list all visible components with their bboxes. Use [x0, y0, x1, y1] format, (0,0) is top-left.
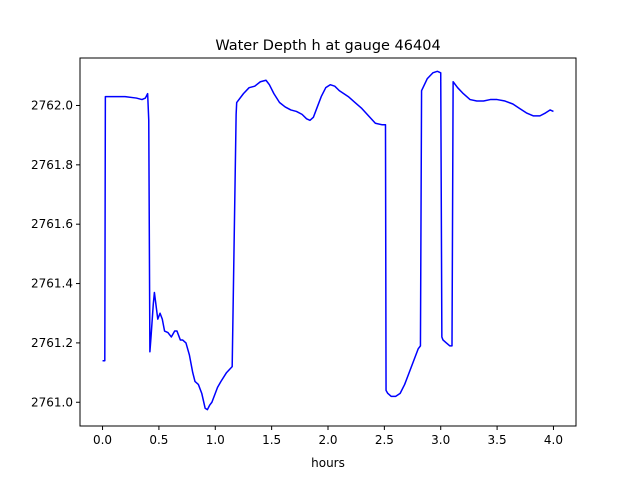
x-tick-label: 3.0 [431, 433, 450, 447]
x-tick-label: 0.5 [149, 433, 168, 447]
x-tick-label: 1.0 [206, 433, 225, 447]
y-tick-label: 2761.0 [31, 395, 73, 409]
x-tick-label: 1.5 [262, 433, 281, 447]
y-tick-label: 2761.6 [31, 217, 73, 231]
y-tick-label: 2761.8 [31, 158, 73, 172]
y-axis: 2761.0 2761.2 2761.4 2761.6 2761.8 2762.0 [31, 98, 80, 409]
x-axis: 0.0 0.5 1.0 1.5 2.0 2.5 3.0 3.5 4.0 [93, 426, 563, 447]
x-axis-label: hours [311, 456, 345, 470]
x-tick-label: 2.0 [318, 433, 337, 447]
x-tick-label: 2.5 [375, 433, 394, 447]
series-line-0 [102, 70, 554, 411]
y-tick-label: 2761.2 [31, 336, 73, 350]
x-tick-label: 4.0 [544, 433, 563, 447]
y-tick-label: 2761.4 [31, 277, 73, 291]
x-tick-label: 3.5 [488, 433, 507, 447]
x-tick-label: 0.0 [93, 433, 112, 447]
chart-title: Water Depth h at gauge 46404 [215, 38, 440, 54]
y-tick-label: 2762.0 [31, 98, 73, 112]
